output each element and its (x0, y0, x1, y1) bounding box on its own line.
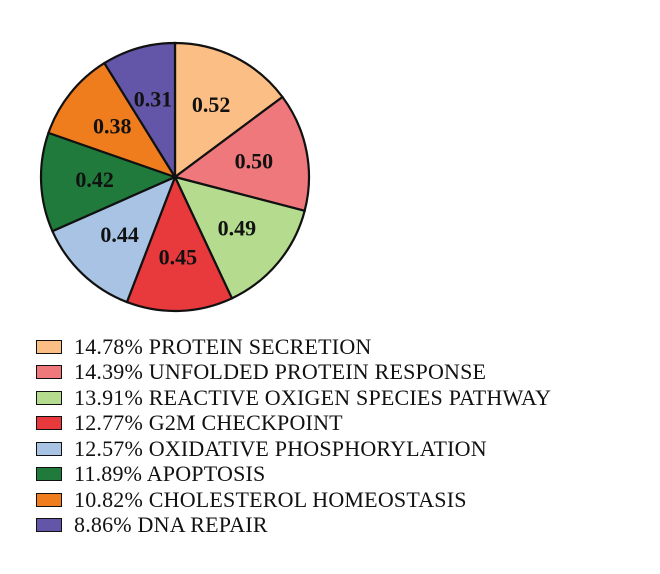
slice-value-label: 0.42 (75, 167, 114, 192)
legend-label: 10.82% CHOLESTEROL HOMEOSTASIS (74, 486, 467, 512)
legend-item: 11.89% APOPTOSIS (36, 461, 551, 488)
legend-swatch (36, 390, 62, 405)
legend-item: 8.86% DNA REPAIR (36, 512, 551, 539)
slice-value-label: 0.44 (100, 222, 139, 247)
chart-legend: 14.78% PROTEIN SECRETION 14.39% UNFOLDED … (36, 334, 551, 538)
legend-label: 12.77% G2M CHECKPOINT (74, 410, 343, 436)
legend-swatch (36, 441, 62, 456)
legend-swatch (36, 467, 62, 482)
pie-chart: 0.52 0.50 0.49 0.45 0.44 0.42 0.380.31 (39, 41, 311, 313)
slice-value-label: 0.31 (134, 87, 173, 112)
pie-slice-2 (172, 95, 311, 213)
legend-label: 11.89% APOPTOSIS (74, 461, 266, 487)
legend-item: 10.82% CHOLESTEROL HOMEOSTASIS (36, 487, 551, 513)
legend-swatch (36, 492, 62, 507)
pie-slice-4 (125, 174, 234, 313)
slice-value-label: 0.49 (218, 215, 257, 240)
pie-slice-7 (47, 61, 178, 180)
legend-swatch (36, 518, 62, 533)
pie-slice-8 (102, 41, 177, 181)
legend-label: 13.91% REACTIVE OXIGEN SPECIES PATHWAY (74, 384, 552, 410)
slice-value-label: 0.38 (93, 114, 132, 139)
pie-slice-5 (50, 174, 177, 304)
legend-item: 12.77% G2M CHECKPOINT (36, 410, 551, 437)
legend-item: 13.91% REACTIVE OXIGEN SPECIES PATHWAY (36, 385, 551, 411)
pie-slice-1 (173, 41, 285, 180)
legend-label: 14.78% PROTEIN SECRETION (74, 333, 372, 359)
legend-swatch (36, 365, 62, 380)
legend-label: 14.39% UNFOLDED PROTEIN RESPONSE (74, 359, 487, 385)
legend-label: 12.57% OXIDATIVE PHOSPHORYLATION (74, 435, 487, 461)
pie-slice-3 (173, 175, 307, 300)
legend-item: 12.57% OXIDATIVE PHOSPHORYLATION (36, 436, 551, 462)
legend-item: 14.39% UNFOLDED PROTEIN RESPONSE (36, 359, 551, 386)
pie-slice-6 (39, 131, 178, 233)
slice-value-label: 0.52 (192, 92, 231, 117)
legend-swatch (36, 416, 62, 431)
legend-label: 8.86% DNA REPAIR (74, 512, 268, 538)
legend-swatch (36, 339, 62, 354)
legend-item: 14.78% PROTEIN SECRETION (36, 334, 551, 360)
slice-value-label: 0.45 (159, 244, 198, 269)
slice-value-label: 0.50 (235, 149, 274, 174)
